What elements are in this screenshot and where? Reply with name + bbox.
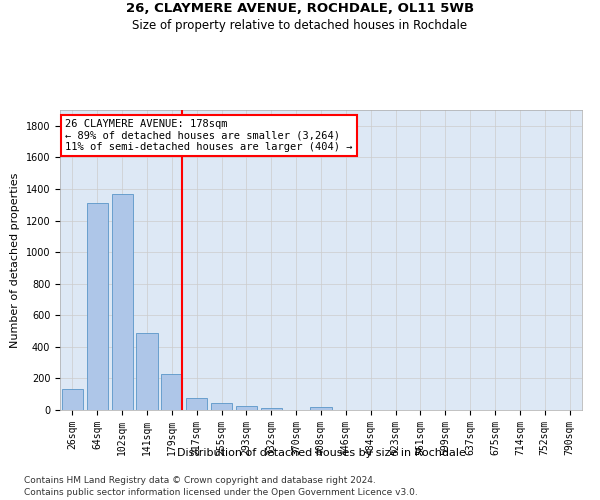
Bar: [161, 374, 182, 410]
Bar: [261, 408, 282, 410]
Text: Contains HM Land Registry data © Crown copyright and database right 2024.: Contains HM Land Registry data © Crown c…: [24, 476, 376, 485]
Bar: [310, 407, 332, 410]
Text: Distribution of detached houses by size in Rochdale: Distribution of detached houses by size …: [176, 448, 466, 458]
Bar: [236, 406, 257, 410]
Text: Contains public sector information licensed under the Open Government Licence v3: Contains public sector information licen…: [24, 488, 418, 497]
Bar: [186, 398, 207, 410]
Bar: [211, 403, 232, 410]
Bar: [62, 388, 83, 410]
Text: 26, CLAYMERE AVENUE, ROCHDALE, OL11 5WB: 26, CLAYMERE AVENUE, ROCHDALE, OL11 5WB: [126, 2, 474, 16]
Bar: [87, 203, 108, 410]
Bar: [112, 194, 133, 410]
Text: Size of property relative to detached houses in Rochdale: Size of property relative to detached ho…: [133, 19, 467, 32]
Y-axis label: Number of detached properties: Number of detached properties: [10, 172, 20, 348]
Text: 26 CLAYMERE AVENUE: 178sqm
← 89% of detached houses are smaller (3,264)
11% of s: 26 CLAYMERE AVENUE: 178sqm ← 89% of deta…: [65, 119, 353, 152]
Bar: [136, 332, 158, 410]
